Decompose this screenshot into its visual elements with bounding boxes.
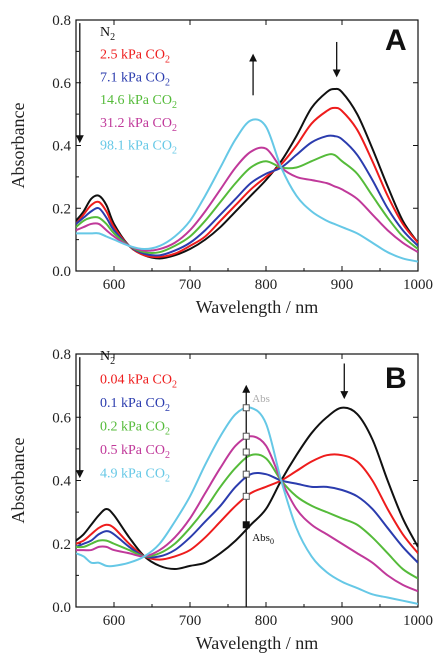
- legend-entry: 4.9 kPa CO2: [100, 467, 170, 485]
- legend-subscript: 2: [165, 474, 170, 485]
- abs-marker: [242, 448, 250, 456]
- series-line-1: [76, 106, 418, 259]
- y-tick-label: 0.6: [52, 76, 71, 92]
- y-tick-label: 0.8: [52, 347, 71, 363]
- legend-label: 2.5 kPa CO: [100, 48, 165, 63]
- y-tick-label: 0.8: [52, 13, 71, 29]
- series-line-5: [76, 118, 418, 263]
- legend-label: 0.1 kPa CO: [100, 396, 165, 411]
- legend-subscript: 2: [172, 100, 177, 111]
- chart-panel-B: 600 700 800 900 1000 0.0 0.2 0.4 0.6 0.8 Wavelengt…: [8, 347, 433, 653]
- y-tick-label: 0.4: [52, 139, 71, 155]
- marker-label-sub: 0: [270, 537, 274, 546]
- series-line-0: [76, 87, 418, 260]
- series-line-3: [76, 453, 418, 580]
- x-axis-title: Wavelength / nm: [196, 297, 319, 317]
- y-axis-title: Absorbance: [8, 438, 28, 524]
- legend-entry: 0.5 kPa CO2: [100, 443, 170, 461]
- y-axis-title: Absorbance: [8, 103, 28, 189]
- legend-label: N: [100, 349, 110, 364]
- legend-label: 7.1 kPa CO: [100, 70, 165, 85]
- x-tick-label: 1000: [403, 613, 433, 629]
- x-tick-label: 700: [179, 277, 202, 293]
- legend-subscript: 2: [165, 427, 170, 438]
- x-tick-label: 1000: [403, 277, 433, 293]
- legend-subscript: 2: [165, 450, 170, 461]
- legend-entry: 7.1 kPa CO2: [100, 70, 170, 88]
- x-tick-label: 600: [103, 277, 126, 293]
- x-tick-label: 900: [331, 613, 354, 629]
- legend-subscript: 2: [110, 356, 115, 367]
- x-tick-label: 700: [179, 613, 202, 629]
- legend-subscript: 2: [165, 55, 170, 66]
- legend-label: 31.2 kPa CO: [100, 116, 172, 131]
- abs-marker: [242, 404, 250, 412]
- legend-label: 0.5 kPa CO: [100, 443, 165, 458]
- y-tick-label: 0.0: [52, 264, 71, 280]
- y-tick-label: 0.6: [52, 410, 71, 426]
- abs-marker: [242, 470, 250, 478]
- legend-subscript: 2: [165, 403, 170, 414]
- legend-entry: 0.2 kPa CO2: [100, 420, 170, 438]
- x-tick-label: 900: [331, 277, 354, 293]
- x-tick-label: 800: [255, 613, 278, 629]
- legend-entry: 0.04 kPa CO2: [100, 373, 177, 391]
- marker-label-text: Abs: [252, 393, 270, 405]
- panel-letter: B: [385, 362, 407, 395]
- abs0-label: Abs0: [252, 532, 274, 546]
- legend-subscript: 2: [110, 32, 115, 43]
- legend-entry: N2: [100, 349, 115, 367]
- legend-subscript: 2: [172, 146, 177, 157]
- legend-label: 98.1 kPa CO: [100, 139, 172, 154]
- legend-entry: 98.1 kPa CO2: [100, 139, 177, 157]
- series-line-5: [76, 406, 418, 605]
- y-tick-label: 0.2: [52, 201, 71, 217]
- abs-marker: [242, 492, 250, 500]
- legend-entry: 14.6 kPa CO2: [100, 93, 177, 111]
- x-tick-label: 800: [255, 277, 278, 293]
- series-line-4: [76, 146, 418, 254]
- legend-subscript: 2: [165, 77, 170, 88]
- legend-label: 0.2 kPa CO: [100, 420, 165, 435]
- y-tick-label: 0.4: [52, 474, 71, 490]
- series-line-0: [76, 406, 418, 571]
- y-tick-label: 0.2: [52, 537, 71, 553]
- series-line-4: [76, 435, 418, 593]
- abs-marker: [242, 432, 250, 440]
- legend-entry: N2: [100, 25, 115, 43]
- legend-subscript: 2: [172, 380, 177, 391]
- legend-subscript: 2: [172, 123, 177, 134]
- abs-label: Abs: [252, 393, 270, 405]
- legend-entry: 31.2 kPa CO2: [100, 116, 177, 134]
- y-tick-label: 0.0: [52, 600, 71, 616]
- series-line-2: [76, 471, 418, 564]
- legend-entry: 2.5 kPa CO2: [100, 48, 170, 66]
- series-line-2: [76, 134, 418, 257]
- x-axis-title: Wavelength / nm: [196, 633, 319, 653]
- x-tick-label: 600: [103, 613, 126, 629]
- series-line-1: [76, 453, 418, 561]
- series-line-3: [76, 153, 418, 254]
- legend-label: 4.9 kPa CO: [100, 467, 165, 482]
- legend-label: 0.04 kPa CO: [100, 373, 172, 388]
- abs0-marker: [242, 521, 250, 529]
- chart-panel-A: 600 700 800 900 1000 0.0 0.2 0.4 0.6 0.8 Wavelengt…: [8, 13, 433, 317]
- legend-label: N: [100, 25, 110, 40]
- legend-label: 14.6 kPa CO: [100, 93, 172, 108]
- marker-label-text: Abs: [252, 532, 270, 544]
- legend-entry: 0.1 kPa CO2: [100, 396, 170, 414]
- panel-letter: A: [385, 24, 407, 57]
